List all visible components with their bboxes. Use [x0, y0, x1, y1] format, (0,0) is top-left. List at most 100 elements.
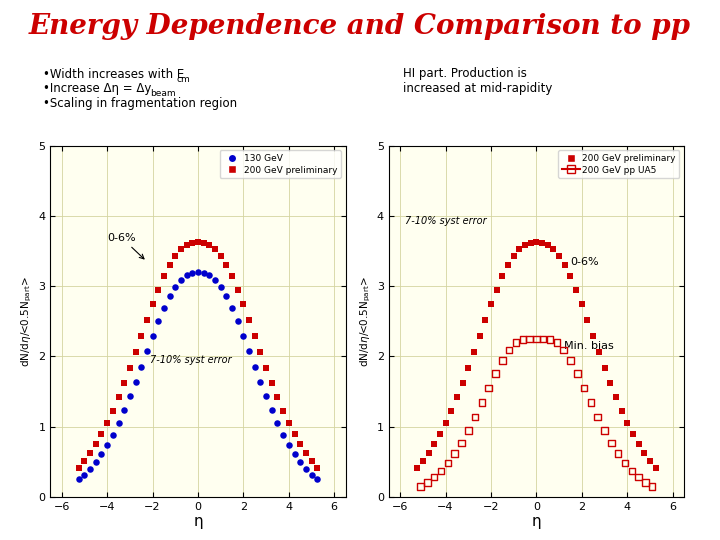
Point — [572, 369, 583, 378]
Legend: 130 GeV, 200 GeV preliminary: 130 GeV, 200 GeV preliminary — [220, 150, 341, 178]
Point — [153, 285, 164, 294]
Point — [198, 268, 210, 277]
Point — [73, 463, 84, 472]
Point — [130, 377, 141, 386]
Point — [271, 418, 283, 427]
Point — [215, 282, 227, 291]
Point — [175, 245, 186, 253]
Point — [90, 458, 102, 467]
Point — [261, 392, 272, 401]
Point — [113, 418, 125, 427]
Point — [306, 456, 318, 465]
Point — [186, 268, 198, 277]
Point — [73, 475, 84, 484]
Point — [621, 418, 633, 427]
Point — [570, 285, 582, 294]
Point — [497, 356, 508, 364]
Point — [483, 383, 495, 392]
X-axis label: η: η — [531, 515, 541, 529]
Point — [198, 238, 210, 247]
Point — [84, 464, 96, 473]
Point — [107, 406, 119, 415]
Point — [113, 393, 125, 402]
Point — [548, 245, 559, 253]
Point — [525, 238, 536, 247]
Point — [124, 392, 135, 401]
Point — [277, 406, 289, 415]
Point — [593, 348, 605, 356]
Point — [531, 238, 542, 246]
Point — [169, 282, 181, 291]
Point — [440, 418, 451, 427]
Point — [554, 251, 565, 260]
Point — [451, 393, 463, 402]
Point — [462, 363, 474, 372]
Point — [436, 467, 447, 475]
Point — [428, 473, 440, 482]
Point — [164, 292, 176, 300]
Point — [283, 441, 294, 449]
Point — [164, 260, 176, 269]
Point — [508, 251, 519, 260]
Point — [294, 440, 306, 449]
Point — [604, 379, 616, 387]
Point — [503, 260, 514, 269]
Text: increased at mid-rapidity: increased at mid-rapidity — [403, 82, 552, 95]
Point — [181, 271, 192, 280]
Point — [558, 346, 570, 354]
Point — [542, 241, 554, 249]
Point — [181, 241, 192, 249]
Point — [232, 317, 243, 326]
Point — [578, 383, 590, 392]
Point — [266, 406, 277, 415]
Point — [192, 238, 204, 246]
Point — [551, 339, 562, 347]
Point — [90, 440, 102, 449]
Point — [564, 272, 576, 281]
Point — [243, 347, 255, 355]
Point — [468, 348, 480, 356]
Point — [576, 300, 588, 309]
Point — [220, 292, 232, 300]
Text: •Increase Δη = Δy: •Increase Δη = Δy — [43, 82, 152, 95]
Point — [497, 272, 508, 281]
Text: 0-6%: 0-6% — [570, 257, 599, 267]
Point — [266, 379, 277, 387]
Point — [84, 449, 96, 457]
Point — [96, 430, 107, 438]
Point — [644, 456, 656, 465]
Point — [588, 332, 599, 340]
Text: •Width increases with E: •Width increases with E — [43, 68, 184, 80]
Point — [210, 275, 221, 284]
Point — [626, 467, 637, 475]
Point — [417, 456, 428, 465]
Point — [423, 449, 434, 457]
Point — [135, 332, 147, 340]
Point — [277, 430, 289, 439]
Text: •Scaling in fragmentation region: •Scaling in fragmentation region — [43, 97, 238, 110]
Point — [442, 458, 454, 467]
Text: beam: beam — [150, 89, 176, 98]
Point — [102, 418, 113, 427]
Point — [469, 413, 481, 421]
Point — [490, 369, 501, 378]
Point — [411, 463, 423, 472]
Point — [261, 363, 272, 372]
Point — [559, 260, 570, 269]
Point — [517, 335, 528, 344]
Point — [519, 241, 531, 249]
Text: Min. bias: Min. bias — [564, 341, 613, 352]
Point — [606, 438, 617, 447]
Text: 7-10% syst error: 7-10% syst error — [405, 217, 486, 226]
Point — [647, 482, 658, 491]
Point — [294, 458, 306, 467]
Point — [204, 271, 215, 280]
Point — [633, 440, 644, 449]
Point — [503, 346, 515, 354]
Point — [592, 413, 603, 421]
Point — [415, 482, 426, 491]
Point — [616, 406, 627, 415]
Point — [650, 463, 662, 472]
Legend: 200 GeV preliminary, 200 GeV pp UA5: 200 GeV preliminary, 200 GeV pp UA5 — [558, 150, 680, 178]
Y-axis label: dN/d$\eta$/<0.5N$_{\rm part}$>: dN/d$\eta$/<0.5N$_{\rm part}$> — [20, 276, 35, 367]
